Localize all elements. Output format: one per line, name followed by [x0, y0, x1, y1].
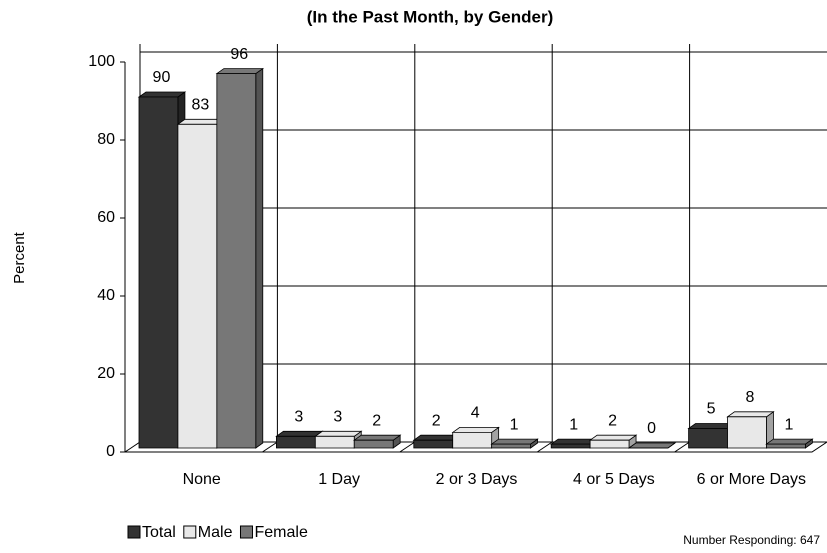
- y-tick-label: 40: [97, 287, 115, 304]
- bar-front: [766, 443, 806, 449]
- floor-divider: [262, 441, 278, 453]
- bar: [588, 434, 638, 449]
- bar-front: [353, 439, 394, 449]
- legend-label: Female: [254, 524, 307, 541]
- bar-top: [353, 434, 402, 441]
- data-label: 1: [510, 416, 519, 433]
- floor-divider: [399, 441, 416, 453]
- y-tick-label: 60: [97, 209, 115, 226]
- x-tick-label: 1 Day: [318, 471, 360, 488]
- bar: [490, 438, 539, 449]
- data-label: 83: [191, 97, 209, 114]
- data-label: 2: [608, 412, 617, 429]
- legend-swatch: [183, 525, 197, 539]
- bar-front: [491, 443, 531, 449]
- bar-front: [413, 439, 454, 449]
- data-label: 4: [471, 405, 480, 422]
- bar-top: [451, 427, 500, 433]
- bar-top: [275, 430, 324, 437]
- bar-front: [138, 96, 179, 449]
- bar-front: [589, 439, 630, 449]
- bar: [314, 430, 363, 449]
- floor-divider: [536, 441, 553, 453]
- bar: [627, 442, 677, 449]
- bar-front: [216, 73, 257, 449]
- floor-divider: [674, 441, 690, 453]
- data-label: 3: [294, 409, 303, 426]
- bar-top: [215, 68, 265, 74]
- bar-top: [588, 434, 638, 441]
- y-tick-label: 0: [106, 443, 115, 460]
- chart-title: (In the Past Month, by Gender): [307, 7, 554, 26]
- data-label: 90: [153, 69, 171, 86]
- x-tick-label: None: [183, 471, 221, 488]
- y-tick-label: 80: [97, 131, 115, 148]
- data-label: 1: [569, 416, 578, 433]
- bar-front: [314, 435, 355, 449]
- data-label: 96: [230, 46, 248, 63]
- bar-top: [314, 430, 363, 437]
- x-tick-label: 6 or More Days: [697, 471, 806, 488]
- y-tick-label: 100: [88, 53, 115, 70]
- data-label: 1: [784, 416, 793, 433]
- data-label: 0: [647, 420, 656, 437]
- bar-top: [137, 91, 187, 98]
- data-label: 8: [746, 389, 755, 406]
- floor: [123, 441, 827, 453]
- bar-front: [550, 443, 591, 449]
- legend-label: Male: [198, 524, 233, 541]
- bar-front: [275, 435, 316, 449]
- bar-front: [727, 416, 767, 449]
- data-label: 2: [372, 412, 381, 429]
- bar-side: [255, 67, 264, 449]
- y-axis-label: Percent: [11, 231, 28, 284]
- bar-front: [688, 428, 728, 449]
- data-label: 5: [707, 401, 716, 418]
- data-label: 3: [333, 409, 342, 426]
- bar-top: [627, 442, 677, 449]
- bar-front: [452, 432, 493, 449]
- bar-top: [490, 438, 539, 445]
- bar: [726, 411, 775, 449]
- bar-front: [177, 123, 218, 449]
- data-label: 2: [432, 412, 441, 429]
- bar: [765, 438, 814, 449]
- x-tick-label: 4 or 5 Days: [573, 471, 655, 488]
- x-tick-label: 2 or 3 Days: [436, 471, 518, 488]
- bar-top: [765, 438, 814, 445]
- legend-swatch: [239, 525, 253, 539]
- bar: [353, 434, 402, 449]
- bar: [275, 430, 324, 449]
- legend-label: Total: [142, 524, 176, 541]
- note: Number Responding: 647: [683, 533, 820, 547]
- bar: [215, 67, 265, 449]
- bar-top: [726, 411, 775, 418]
- legend-swatch: [127, 525, 141, 539]
- y-tick-label: 20: [97, 365, 115, 382]
